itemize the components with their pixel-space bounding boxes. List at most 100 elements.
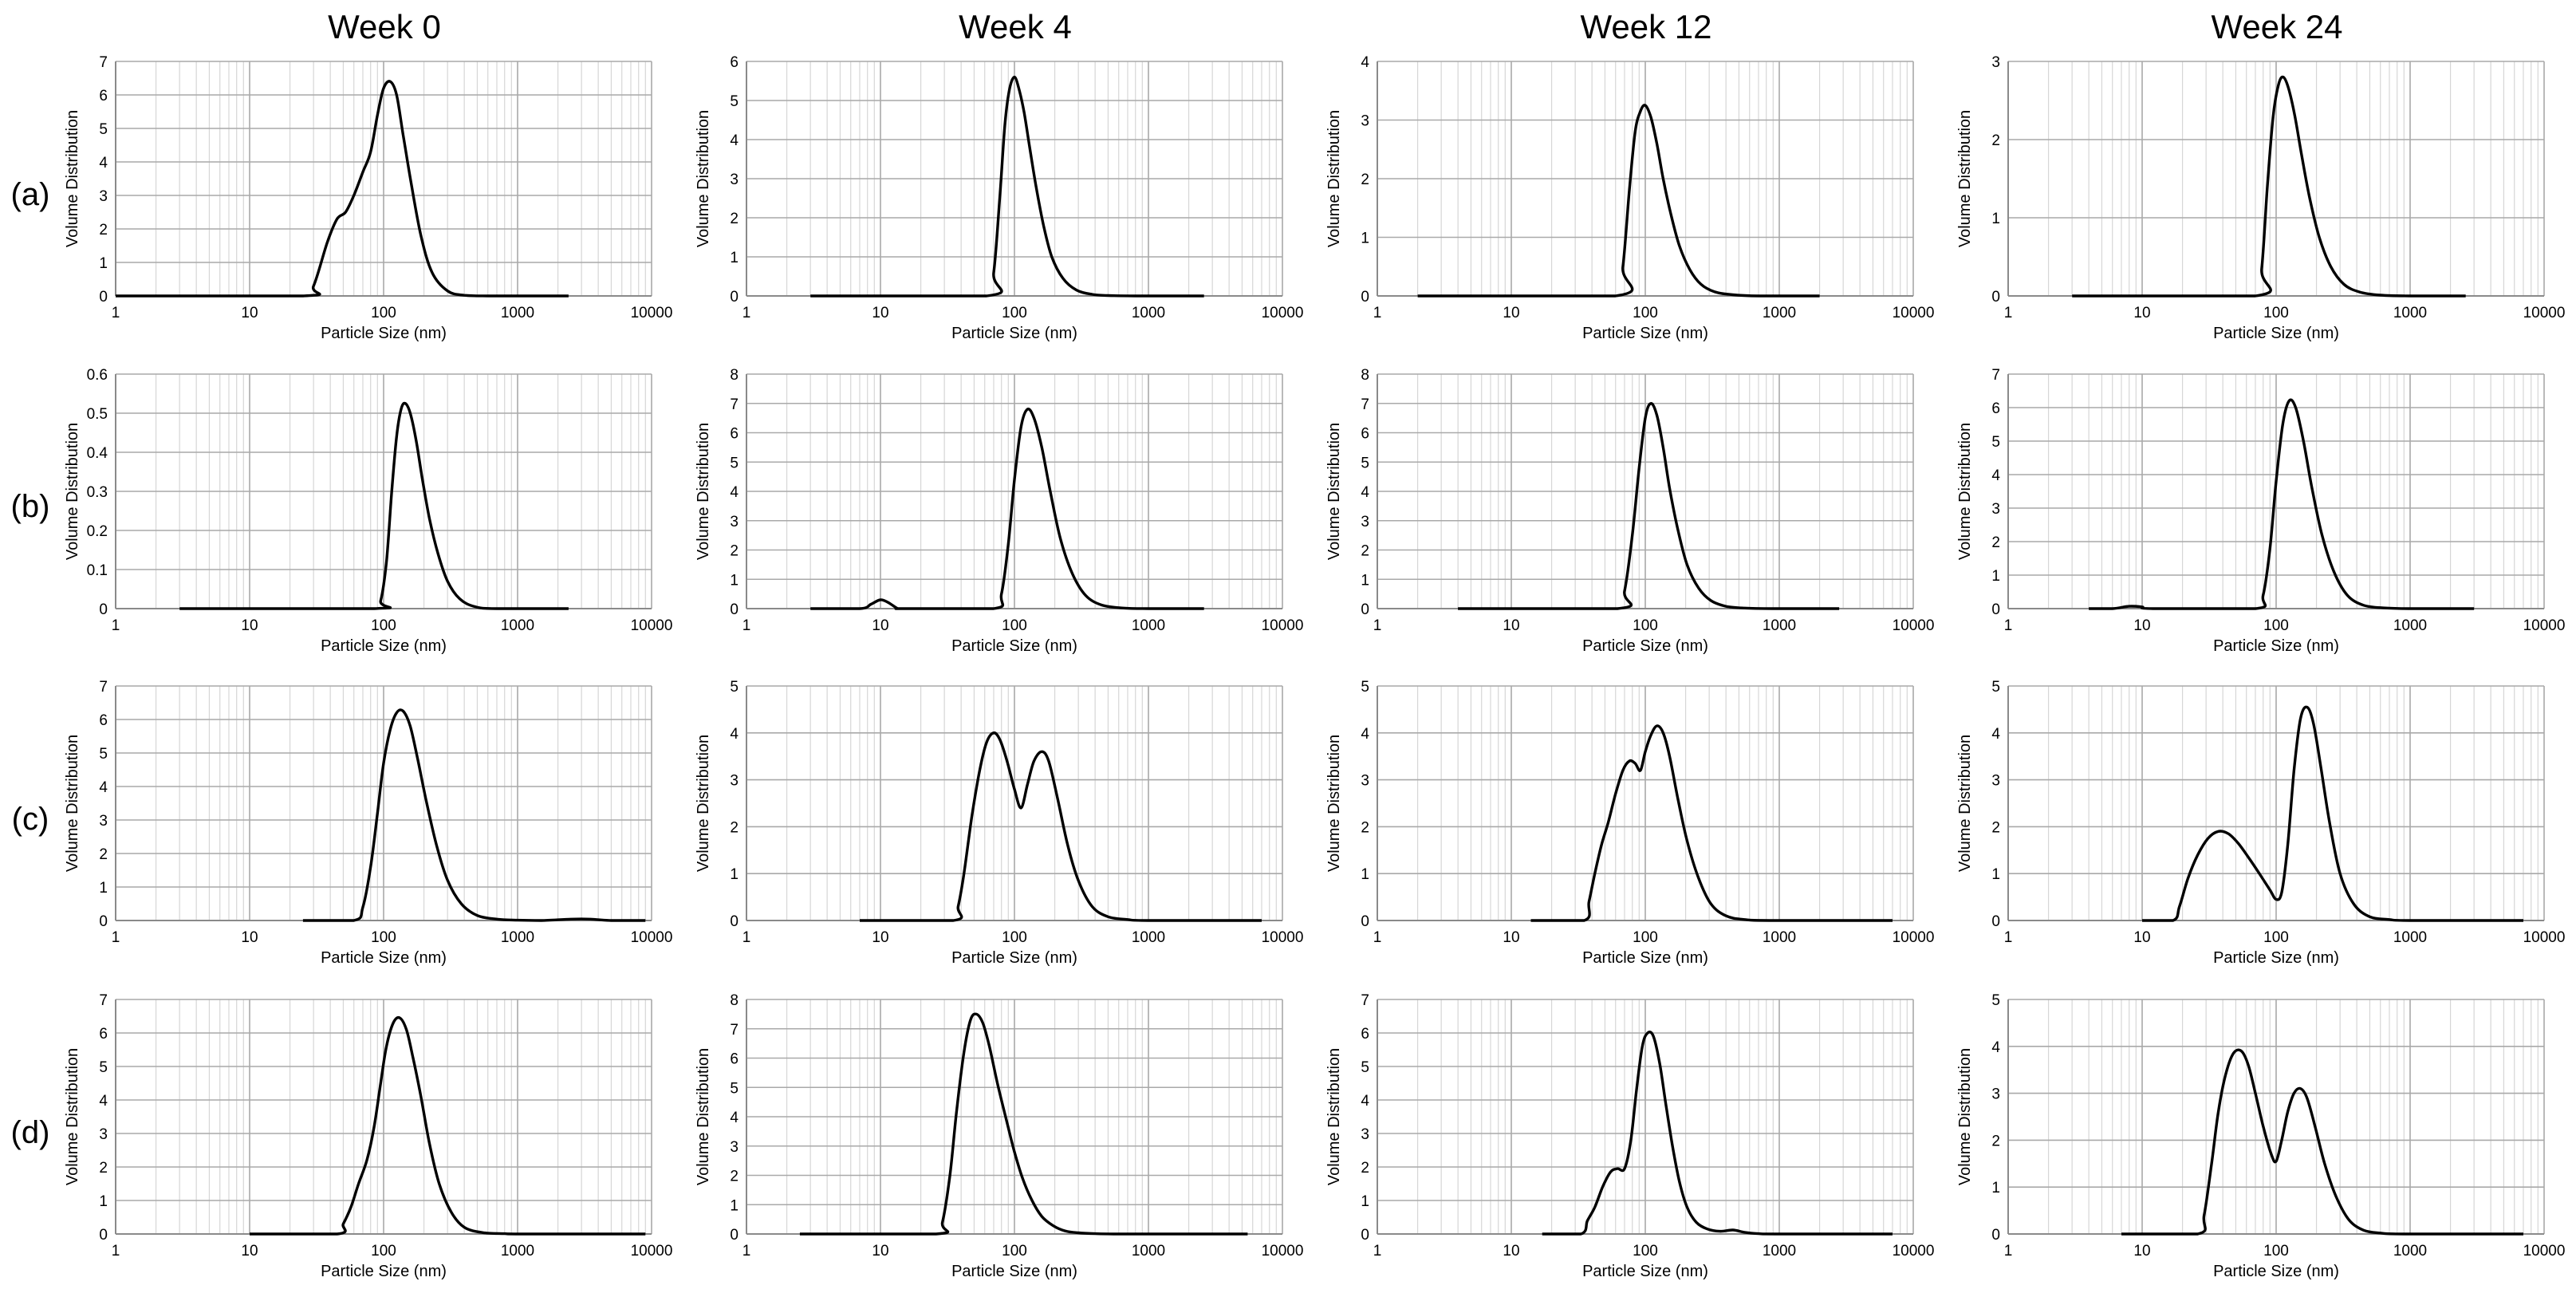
distribution-curve: [1542, 1031, 1893, 1236]
x-axis-title: Particle Size (nm): [951, 637, 1077, 655]
x-tick-label: 100: [1633, 305, 1658, 321]
y-axis-title: Volume Distribution: [695, 110, 712, 247]
y-tick-label: 0.1: [87, 562, 108, 579]
y-axis-title: Volume Distribution: [695, 1048, 712, 1185]
x-tick-label: 10000: [1262, 929, 1304, 946]
x-tick-label: 100: [1002, 929, 1027, 946]
y-axis-title: Volume Distribution: [1325, 423, 1343, 560]
x-tick-label: 100: [1002, 305, 1027, 321]
y-tick-label: 3: [1991, 501, 2000, 518]
distribution-curve: [2142, 705, 2523, 922]
x-tick-label: 1: [1373, 617, 1382, 634]
y-tick-label: 4: [730, 132, 739, 149]
y-axis-title: Volume Distribution: [1956, 423, 1974, 560]
x-axis-title: Particle Size (nm): [1582, 325, 1708, 342]
x-axis-title: Particle Size (nm): [1582, 949, 1708, 967]
y-tick-label: 5: [1361, 679, 1369, 696]
y-tick-label: 0: [1361, 1227, 1369, 1244]
y-tick-label: 1: [1991, 866, 2000, 883]
row-label-c: (c): [12, 802, 49, 837]
y-tick-label: 6: [1991, 400, 2000, 417]
column-title-week-0: Week 0: [328, 8, 441, 45]
y-tick-label: 4: [730, 1110, 739, 1126]
y-tick-label: 3: [1361, 113, 1369, 130]
y-tick-label: 1: [730, 866, 739, 883]
x-tick-label: 100: [371, 1243, 396, 1260]
y-tick-label: 5: [730, 455, 739, 471]
y-tick-label: 2: [1361, 1160, 1369, 1177]
y-tick-label: 2: [1361, 171, 1369, 188]
y-tick-label: 2: [1361, 543, 1369, 560]
x-tick-label: 10: [872, 1243, 888, 1260]
x-tick-label: 10000: [631, 1243, 673, 1260]
y-axis-title: Volume Distribution: [1956, 1048, 1974, 1185]
y-axis-title: Volume Distribution: [64, 423, 81, 560]
x-tick-label: 1000: [2393, 929, 2427, 946]
y-tick-label: 5: [1991, 434, 2000, 451]
y-tick-label: 2: [730, 543, 739, 560]
distribution-curve: [860, 731, 1262, 922]
x-tick-label: 1: [1373, 305, 1382, 321]
x-tick-label: 10: [1503, 617, 1519, 634]
distribution-curve: [249, 1015, 646, 1236]
x-tick-label: 1: [112, 305, 120, 321]
x-tick-label: 10: [2133, 1243, 2150, 1260]
y-tick-label: 0.3: [87, 484, 108, 501]
x-tick-label: 10: [241, 1243, 258, 1260]
x-tick-label: 1: [1373, 929, 1382, 946]
x-tick-label: 1000: [1763, 305, 1796, 321]
x-tick-label: 1: [2004, 305, 2013, 321]
y-tick-label: 4: [1361, 54, 1369, 71]
x-tick-label: 10000: [1262, 1243, 1304, 1260]
y-tick-label: 0: [730, 289, 739, 306]
x-tick-label: 10000: [2523, 929, 2566, 946]
y-axis-title: Volume Distribution: [1325, 735, 1343, 872]
y-tick-label: 1: [1361, 866, 1369, 883]
y-tick-label: 3: [1361, 773, 1369, 790]
y-tick-label: 5: [1361, 1059, 1369, 1076]
x-tick-label: 1: [112, 929, 120, 946]
row-label-d: (d): [11, 1115, 50, 1150]
y-tick-label: 2: [99, 846, 108, 863]
y-tick-label: 5: [99, 746, 108, 763]
y-tick-label: 1: [1361, 231, 1369, 247]
x-tick-label: 1000: [2393, 305, 2427, 321]
y-tick-label: 4: [1991, 1039, 2000, 1056]
y-tick-label: 4: [730, 484, 739, 501]
x-tick-label: 10000: [631, 305, 673, 321]
x-tick-label: 10: [241, 929, 258, 946]
y-tick-label: 1: [99, 1193, 108, 1210]
y-tick-label: 2: [1991, 534, 2000, 551]
distribution-curve: [810, 408, 1204, 610]
x-tick-label: 1: [742, 929, 751, 946]
distribution-curve: [1458, 402, 1840, 610]
y-tick-label: 3: [1991, 1086, 2000, 1103]
y-tick-label: 0: [1361, 913, 1369, 930]
distribution-curve: [810, 75, 1204, 298]
y-tick-label: 3: [730, 1139, 739, 1156]
y-tick-label: 4: [1991, 467, 2000, 484]
row-label-a: (a): [11, 177, 50, 212]
y-tick-label: 0: [1991, 601, 2000, 618]
distribution-curve: [302, 708, 646, 922]
x-tick-label: 1000: [1763, 1243, 1796, 1260]
y-tick-label: 3: [730, 514, 739, 530]
y-tick-label: 6: [730, 426, 739, 443]
x-tick-label: 1: [742, 305, 751, 321]
x-tick-label: 100: [371, 617, 396, 634]
y-tick-label: 2: [1991, 819, 2000, 836]
x-tick-label: 100: [2263, 1243, 2289, 1260]
y-tick-label: 1: [1361, 572, 1369, 589]
y-tick-label: 3: [1361, 514, 1369, 530]
x-tick-label: 10: [1503, 929, 1519, 946]
y-tick-label: 5: [1361, 455, 1369, 471]
y-tick-label: 6: [1361, 1026, 1369, 1043]
y-tick-label: 1: [99, 255, 108, 272]
y-tick-label: 2: [1991, 1133, 2000, 1149]
y-tick-label: 1: [1991, 1180, 2000, 1196]
